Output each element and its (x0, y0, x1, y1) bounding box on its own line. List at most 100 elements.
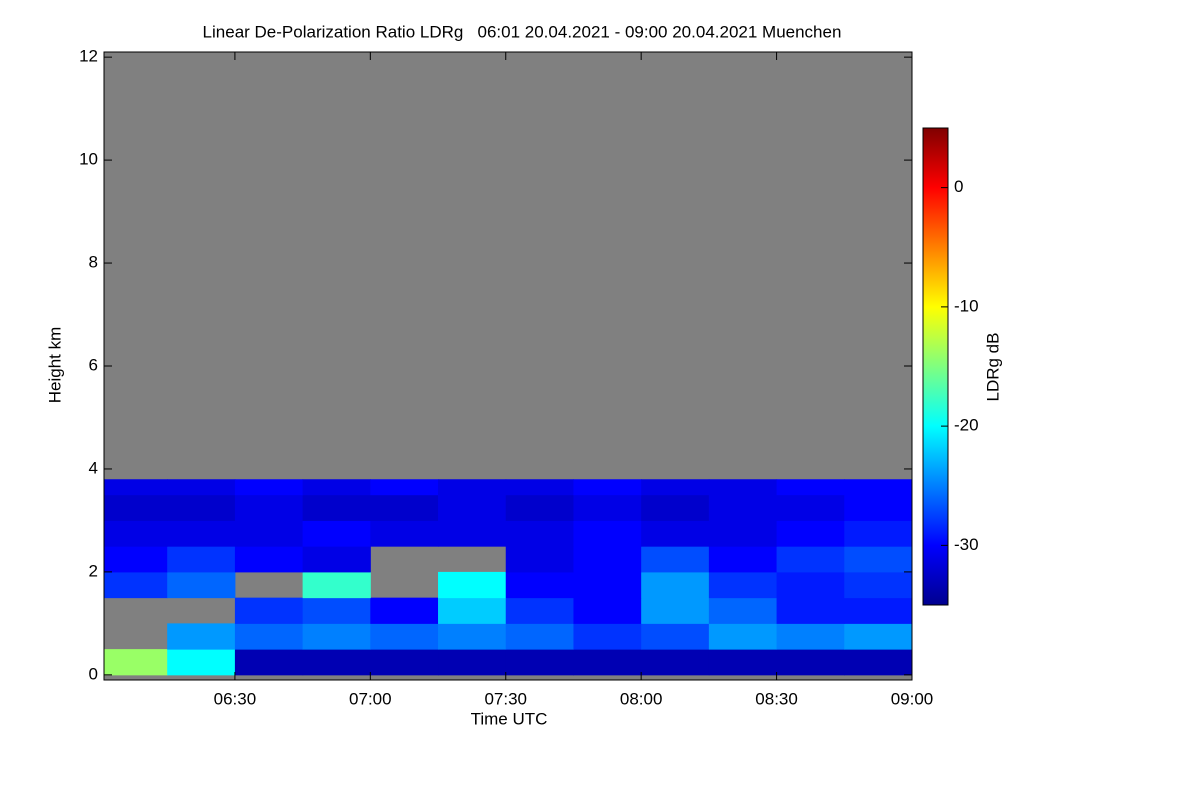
heatmap-cell (167, 571, 236, 599)
heatmap-cell (438, 597, 507, 624)
heatmap-cell (167, 623, 236, 650)
heatmap-cell (708, 597, 778, 624)
heatmap-cell (844, 623, 912, 650)
heatmap-cell (573, 597, 642, 624)
heatmap-cell (776, 571, 845, 599)
heatmap-cell (234, 494, 304, 521)
heatmap-cell (776, 494, 845, 521)
heatmap-cell (505, 494, 574, 521)
heatmap-cell (302, 479, 371, 496)
colorbar-tick-label: -30 (954, 535, 979, 554)
y-tick-label: 8 (89, 253, 98, 272)
heatmap-cell (573, 649, 642, 676)
heatmap-cell (708, 520, 778, 547)
y-tick-label: 6 (89, 355, 98, 374)
heatmap-cell (844, 520, 912, 547)
heatmap-cell (776, 479, 845, 496)
heatmap-cell (641, 623, 710, 650)
heatmap-cell (234, 597, 304, 624)
heatmap-cell (370, 520, 439, 547)
heatmap-cell (438, 571, 507, 599)
heatmap-cell (844, 494, 912, 521)
heatmap-cell (776, 623, 845, 650)
heatmap-cell (708, 479, 778, 496)
heatmap-cell (776, 520, 845, 547)
x-axis-label: Time UTC (471, 709, 548, 728)
heatmap-cell (776, 649, 845, 676)
heatmap-cell (438, 520, 507, 547)
heatmap-cell (844, 479, 912, 496)
heatmap-cell (370, 597, 439, 624)
colorbar-tick-label: -10 (954, 296, 979, 315)
heatmap-cell (573, 623, 642, 650)
colorbar-tick-label: 0 (954, 177, 963, 196)
heatmap-cell (438, 623, 507, 650)
heatmap-cell (370, 479, 439, 496)
heatmap-cell (641, 546, 710, 573)
y-axis-label: Height km (45, 327, 64, 404)
heatmap-cell (302, 623, 371, 650)
heatmap-cell (844, 546, 912, 573)
heatmap-cell (234, 520, 304, 547)
heatmap-cell (167, 546, 236, 573)
heatmap-cell (505, 623, 574, 650)
heatmap-cell (641, 571, 710, 599)
heatmap-cell (370, 623, 439, 650)
y-tick-label: 10 (79, 150, 98, 169)
heatmap-cell (708, 649, 778, 676)
heatmap-cell (104, 520, 168, 547)
heatmap-cell (641, 520, 710, 547)
heatmap-cell (370, 494, 439, 521)
chart-title: Linear De-Polarization Ratio LDRg 06:01 … (203, 22, 842, 41)
heatmap-cell (167, 494, 236, 521)
heatmap-cell (302, 520, 371, 547)
heatmap-cell (234, 546, 304, 573)
heatmap-cell (505, 479, 574, 496)
heatmap-cell (302, 571, 371, 599)
heatmap-cell (167, 520, 236, 547)
colorbar-label: LDRg dB (983, 333, 1002, 402)
heatmap-cell (844, 571, 912, 599)
heatmap-cell (302, 494, 371, 521)
heatmap-cell (844, 597, 912, 624)
plot-area (104, 52, 912, 680)
x-tick-label: 06:30 (214, 689, 257, 708)
x-tick-label: 08:30 (755, 689, 798, 708)
heatmap-cell (708, 623, 778, 650)
heatmap-cell (505, 546, 574, 573)
x-tick-label: 07:00 (349, 689, 392, 708)
heatmap-cell (167, 649, 236, 676)
heatmap-cell (234, 479, 304, 496)
heatmap-cell (438, 479, 507, 496)
heatmap-cell (104, 649, 168, 676)
y-tick-label: 0 (89, 664, 98, 683)
heatmap-cell (505, 649, 574, 676)
heatmap-cell (776, 546, 845, 573)
y-tick-label: 2 (89, 561, 98, 580)
heatmap-cell (641, 649, 710, 676)
heatmap-cell (573, 479, 642, 496)
heatmap-cell (104, 571, 168, 599)
heatmap-cell (505, 571, 574, 599)
heatmap-cell (505, 520, 574, 547)
heatmap-cell (104, 494, 168, 521)
heatmap-cell (708, 571, 778, 599)
heatmap-cell (573, 494, 642, 521)
heatmap-cell (708, 494, 778, 521)
heatmap-cell (573, 520, 642, 547)
heatmap-cell (438, 649, 507, 676)
heatmap-cell (573, 546, 642, 573)
heatmap-cell (573, 571, 642, 599)
heatmap-cell (505, 597, 574, 624)
heatmap-cell (438, 494, 507, 521)
heatmap-cell (234, 623, 304, 650)
heatmap-cell (370, 649, 439, 676)
colorbar (922, 127, 949, 606)
x-tick-label: 08:00 (620, 689, 663, 708)
heatmap-cell (302, 649, 371, 676)
heatmap-cell (844, 649, 912, 676)
heatmap-cell (104, 479, 168, 496)
heatmap-cell (708, 546, 778, 573)
heatmap-cell (167, 479, 236, 496)
